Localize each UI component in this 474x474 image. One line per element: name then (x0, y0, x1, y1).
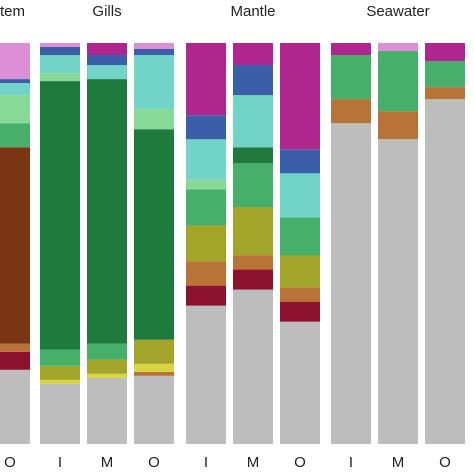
bar-segment (134, 55, 174, 110)
bar-segment (87, 65, 127, 80)
bar-segment (134, 43, 174, 50)
bar-segment (280, 149, 320, 174)
bar-segment (186, 179, 226, 190)
x-tick-label: I (204, 454, 208, 471)
bar-segment (0, 343, 30, 352)
bar-segment (40, 379, 80, 384)
bar-segment (233, 43, 273, 66)
bar-segment (0, 123, 30, 148)
bar-segment (186, 189, 226, 226)
bar-segment (233, 255, 273, 270)
bar-segment (186, 261, 226, 286)
bar-segment (0, 369, 30, 444)
bar-segment (425, 99, 465, 444)
bar-segment (233, 147, 273, 164)
bar-segment (87, 373, 127, 378)
bar-segment (0, 79, 30, 84)
bar-segment (134, 49, 174, 56)
bar-segment (186, 305, 226, 444)
x-tick-label: O (294, 454, 306, 471)
bar-segment (378, 139, 418, 445)
x-tick-label: M (247, 454, 260, 471)
bar-segment (280, 287, 320, 302)
bar-segment (40, 55, 80, 74)
bar-segment (0, 351, 30, 370)
bar-segment (40, 349, 80, 366)
bar-segment (233, 289, 273, 444)
bar-segment (378, 43, 418, 52)
bar-segment (87, 359, 127, 374)
bar-segment (40, 365, 80, 380)
bar-segment (40, 47, 80, 56)
bar-segment (87, 55, 127, 66)
bar-segment (40, 81, 80, 350)
bar-segment (186, 139, 226, 180)
bar-segment (425, 87, 465, 100)
bar-segment (186, 285, 226, 306)
bar-segment (378, 51, 418, 112)
bar-segment (233, 95, 273, 148)
bar-segment (186, 115, 226, 140)
bar-segment (134, 375, 174, 444)
bar-segment (134, 363, 174, 372)
group-label: Seawater (366, 3, 429, 20)
bar-segment (134, 129, 174, 340)
bar-segment (331, 43, 371, 56)
bar-segment (134, 109, 174, 130)
bar-segment (331, 99, 371, 124)
bar-segment (280, 173, 320, 218)
bar-segment (134, 371, 174, 376)
x-tick-label: I (349, 454, 353, 471)
bar-segment (233, 269, 273, 290)
x-tick-label: M (392, 454, 405, 471)
bar-segment (280, 321, 320, 444)
bar-segment (0, 95, 30, 124)
bar-segment (134, 339, 174, 364)
bar-segment (233, 65, 273, 96)
bar-segment (87, 343, 127, 360)
bar-segment (280, 43, 320, 150)
bar-segment (186, 43, 226, 116)
bar-segment (40, 43, 80, 48)
group-label: Gills (92, 3, 121, 20)
bar-segment (233, 207, 273, 256)
bar-segment (0, 83, 30, 96)
x-tick-label: O (148, 454, 160, 471)
bar-segment (0, 43, 30, 80)
x-tick-label: I (58, 454, 62, 471)
bar-segment (87, 377, 127, 444)
bar-segment (425, 43, 465, 62)
bar-segment (186, 225, 226, 262)
bar-segment (0, 147, 30, 344)
x-tick-label: O (4, 454, 16, 471)
bar-segment (280, 255, 320, 288)
bar-segment (87, 43, 127, 56)
group-label: Mantle (230, 3, 275, 20)
x-tick-label: M (101, 454, 114, 471)
bar-segment (40, 73, 80, 82)
bar-segment (280, 217, 320, 256)
bar-segment (331, 55, 371, 100)
group-label: tem (0, 3, 25, 20)
bar-segment (40, 383, 80, 444)
bar-segment (280, 301, 320, 322)
x-tick-label: O (439, 454, 451, 471)
bar-segment (378, 111, 418, 140)
bar-segment (425, 61, 465, 88)
bar-segment (87, 79, 127, 344)
bar-segment (331, 123, 371, 444)
bar-segment (233, 163, 273, 208)
